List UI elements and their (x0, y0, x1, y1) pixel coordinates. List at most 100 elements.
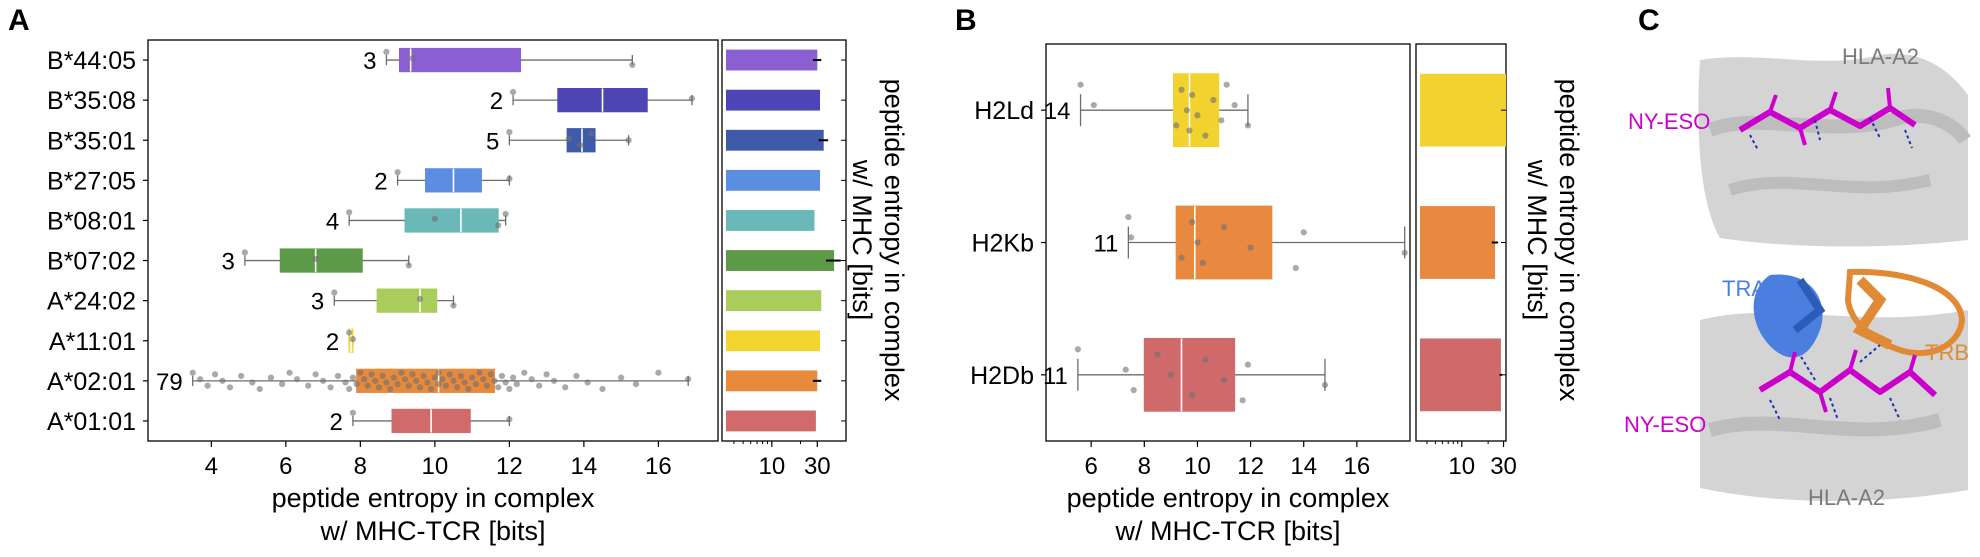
data-point (267, 374, 275, 381)
data-point (573, 372, 580, 380)
tra-strand (1792, 277, 1826, 334)
data-point (465, 385, 472, 393)
data-point (360, 376, 368, 383)
box-h2db: H2Db 11 (970, 337, 1329, 412)
structure-bottom: TRA TRB NY-ESO HLA-A2 (1624, 268, 1970, 510)
data-point (528, 376, 535, 383)
count-label: 4 (326, 208, 339, 235)
label-ny-eso-bottom: NY-ESO (1624, 412, 1706, 437)
mhc-helix-bottom (1708, 413, 1942, 437)
data-point (1154, 351, 1161, 358)
data-point (420, 372, 427, 380)
label-ny-eso-top: NY-ESO (1628, 109, 1710, 134)
data-point (394, 169, 401, 176)
data-point (506, 385, 513, 393)
data-point (439, 376, 446, 383)
box-b-27-05: B*27:05 2 (47, 167, 513, 195)
data-point (1194, 239, 1201, 246)
box-iqr (279, 248, 363, 273)
category-label: A*24:02 (47, 288, 136, 316)
box-iqr (1175, 205, 1273, 280)
data-point (506, 416, 513, 423)
mhc-ribbon-top (1698, 53, 1968, 247)
data-point (1178, 86, 1185, 93)
data-point (491, 377, 498, 384)
label-hla-a2-top: HLA-A2 (1842, 44, 1919, 69)
side-bar (726, 169, 820, 191)
data-point (506, 175, 513, 182)
category-label: B*07:02 (47, 248, 136, 276)
data-point (405, 382, 412, 389)
data-point (588, 130, 595, 137)
peptide-sidechains-top (1768, 87, 1892, 146)
data-point (1130, 387, 1137, 394)
side-bar (1420, 338, 1501, 412)
data-point (394, 381, 401, 388)
panel-a-side-label-line1: peptide entropy in complex (879, 79, 909, 402)
data-point (1244, 361, 1252, 368)
box-iqr (404, 208, 499, 233)
data-point (375, 384, 383, 391)
data-point (401, 376, 409, 383)
data-point (502, 379, 509, 386)
data-point (398, 369, 405, 376)
category-label: B*35:01 (47, 127, 136, 155)
panel-b-xlabel-line1: peptide entropy in complex (1067, 483, 1390, 513)
box-iqr (398, 47, 522, 73)
data-point (483, 382, 491, 389)
mhc-sheet-top (1728, 174, 1932, 196)
count-label: 11 (1043, 363, 1068, 390)
side-bar (1420, 206, 1496, 279)
side-bar (726, 410, 816, 432)
data-point (249, 379, 256, 386)
xtick-label: 16 (645, 453, 672, 480)
data-point (1189, 219, 1196, 226)
hbonds-top (1749, 117, 1913, 151)
data-point (428, 385, 435, 393)
data-point (495, 222, 502, 229)
xtick-label: 6 (279, 453, 292, 480)
data-point (293, 376, 301, 383)
data-point (1183, 107, 1190, 114)
data-point (446, 371, 453, 378)
data-point (331, 289, 338, 296)
xtick-label: 12 (496, 453, 523, 480)
count-label: 2 (490, 88, 503, 115)
data-point (1300, 229, 1307, 236)
data-point (1125, 213, 1132, 221)
data-point (461, 379, 468, 386)
data-point (509, 374, 517, 381)
data-point (1239, 397, 1246, 404)
data-point (1186, 127, 1193, 134)
data-point (565, 135, 573, 142)
panel-a-xlabel-line1: peptide entropy in complex (272, 483, 595, 513)
panel-a-side-label-line2: w/ MHC [bits] (847, 159, 877, 321)
xtick-label: 14 (1290, 453, 1317, 480)
box-b-35-08: B*35:08 2 (47, 87, 696, 115)
data-point (349, 374, 357, 381)
xtick-label: 8 (1138, 453, 1151, 480)
data-point (1202, 132, 1209, 139)
data-point (450, 302, 457, 309)
count-label: 5 (486, 128, 499, 155)
data-point (435, 381, 442, 388)
data-point (1127, 234, 1135, 241)
panel-a-boxplot: 4 6 8 10 12 14 16 B*44:05 3 B*35:08 2 B*35:01 5 B*27:… (47, 39, 719, 546)
box-h2kb: H2Kb 11 (971, 205, 1408, 280)
data-point (1167, 371, 1174, 378)
data-point (625, 137, 632, 144)
data-point (204, 382, 211, 389)
data-point (506, 129, 513, 136)
data-point (416, 384, 424, 391)
category-label: B*35:08 (47, 87, 136, 115)
data-point (513, 381, 520, 388)
side-bar (726, 210, 815, 231)
data-point (1077, 81, 1084, 88)
side-bar (726, 290, 822, 312)
data-point (584, 379, 591, 386)
panel-b-side-label-line2: w/ MHC [bits] (1522, 159, 1552, 321)
data-point (431, 374, 438, 381)
data-point (189, 369, 196, 376)
side-xtick-label: 30 (1490, 453, 1517, 480)
